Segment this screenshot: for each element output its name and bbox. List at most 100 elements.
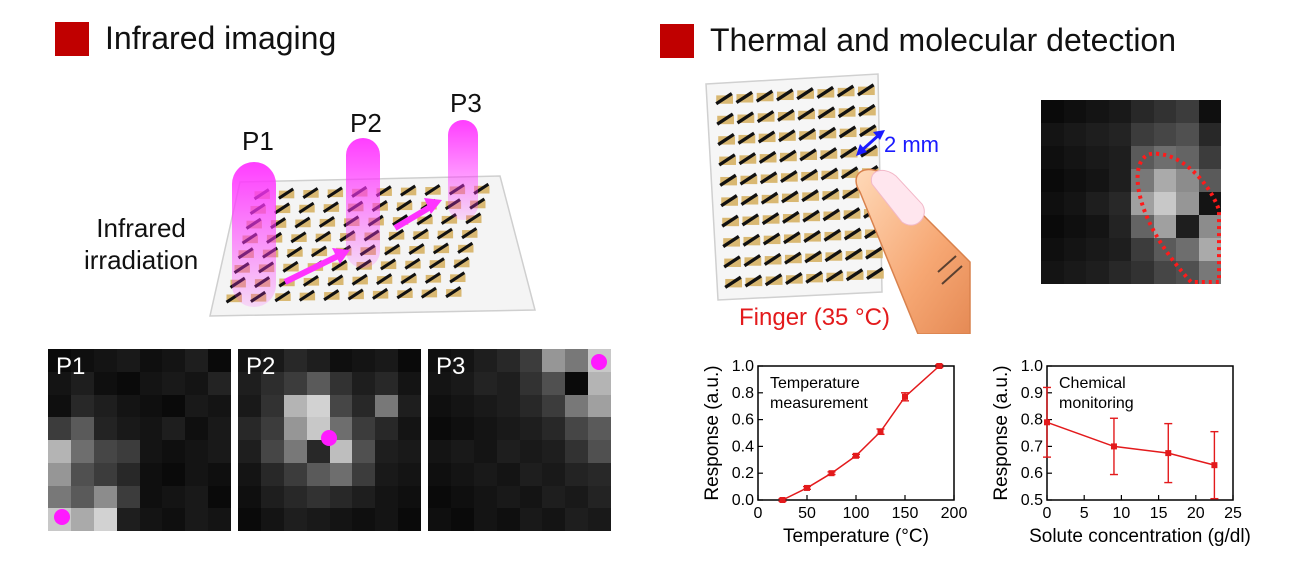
pixel [70, 349, 94, 372]
sensor-strip [865, 246, 883, 260]
pixel [565, 394, 589, 418]
sensor-strip [715, 92, 733, 106]
pixel [208, 508, 231, 531]
pixel [1153, 100, 1176, 123]
sensor-strip [805, 270, 823, 284]
sensor-strip [372, 287, 389, 300]
chart-annotation: measurement [770, 395, 868, 412]
pixel [1041, 123, 1064, 146]
sensor-strip [302, 274, 319, 287]
pixel [116, 508, 140, 531]
scan-arrow-1-head [332, 248, 350, 264]
pixel [1041, 261, 1064, 284]
pixel [565, 417, 589, 440]
y-tick-label: 0.6 [1021, 465, 1043, 482]
sensor-strip [779, 149, 797, 163]
pixel [1153, 123, 1176, 146]
sensor-strip [836, 84, 855, 98]
data-point [877, 428, 884, 435]
sensor-strip [798, 127, 816, 141]
pixel [48, 371, 71, 395]
pixel [238, 508, 261, 531]
pixel [1176, 100, 1199, 123]
sensor-strip [857, 83, 875, 97]
pixel [93, 485, 117, 509]
pixel [208, 440, 231, 463]
pixel [260, 349, 284, 372]
pixel [48, 417, 71, 440]
pixel [428, 417, 451, 440]
data-point [779, 497, 786, 503]
sensor-strip [843, 227, 862, 241]
beam-spot-p1 [54, 509, 70, 525]
sensor-strip [820, 167, 838, 181]
finger-outline [1135, 151, 1221, 284]
sensor-strip [392, 214, 409, 227]
x-tick-label: 100 [843, 505, 870, 522]
sensor-strip [796, 87, 814, 101]
pixel [185, 371, 209, 395]
sensor-strip [290, 231, 307, 244]
pixel [48, 394, 71, 418]
y-tick-label: 0.8 [1021, 412, 1043, 429]
sensor-strip [428, 257, 445, 270]
pixel [283, 440, 307, 463]
pixel [260, 462, 284, 486]
sensor-strip [310, 245, 327, 258]
sensor-strip [823, 228, 841, 242]
pixel [93, 508, 117, 531]
pixel [450, 349, 474, 372]
pixel [162, 508, 186, 531]
pixel [162, 417, 186, 440]
y-axis-label: Response (a.u.) [991, 365, 1012, 500]
pixel [1176, 261, 1199, 284]
pixel [473, 440, 497, 463]
sensor-strip [824, 249, 842, 263]
pixel [473, 349, 497, 372]
data-point [853, 452, 859, 459]
pixel [162, 462, 186, 486]
ir-panel-p3: P3 [428, 349, 611, 531]
pixel [1176, 123, 1199, 146]
sensor-strip [757, 130, 776, 144]
x-axis-label: Solute concentration (g/dl) [1029, 526, 1251, 547]
pixel [565, 508, 589, 531]
sensor-strip [819, 147, 837, 161]
sensor-strip [803, 229, 821, 243]
pixel [283, 485, 307, 509]
pixel [1063, 100, 1086, 123]
pixel [238, 371, 261, 395]
pixel [1131, 123, 1154, 146]
pixel [1041, 238, 1064, 261]
sensor-strip [461, 227, 478, 240]
sensor-strip [761, 212, 780, 226]
pixel [162, 371, 186, 395]
sensor-strip [785, 272, 803, 286]
pixel [260, 485, 284, 509]
sensor-strip [825, 269, 843, 283]
sensor-strip [376, 273, 393, 286]
pixel [428, 394, 451, 418]
x-tick-label: 0 [1043, 505, 1052, 522]
sensor-strip [759, 171, 778, 185]
pixel [588, 485, 611, 509]
distance-arrowhead-1 [856, 144, 867, 156]
pixel [283, 349, 307, 372]
pixel [375, 371, 399, 395]
pixel [93, 349, 117, 372]
pixel [1153, 215, 1176, 238]
sensor-strip [760, 191, 779, 205]
sensor-strip [723, 255, 741, 269]
pixel [283, 462, 307, 486]
pixel [306, 508, 330, 531]
chart-annotation: Temperature [770, 375, 860, 392]
pixel [139, 462, 163, 486]
infrared-imaging-title: Infrared imaging [55, 20, 336, 57]
pixel [473, 485, 497, 509]
sensor-strip [801, 189, 819, 203]
pixel [352, 417, 376, 440]
pixel [352, 371, 376, 395]
chart-annotation: Chemical [1059, 375, 1126, 392]
pixel [588, 417, 611, 440]
pixel [48, 440, 71, 463]
